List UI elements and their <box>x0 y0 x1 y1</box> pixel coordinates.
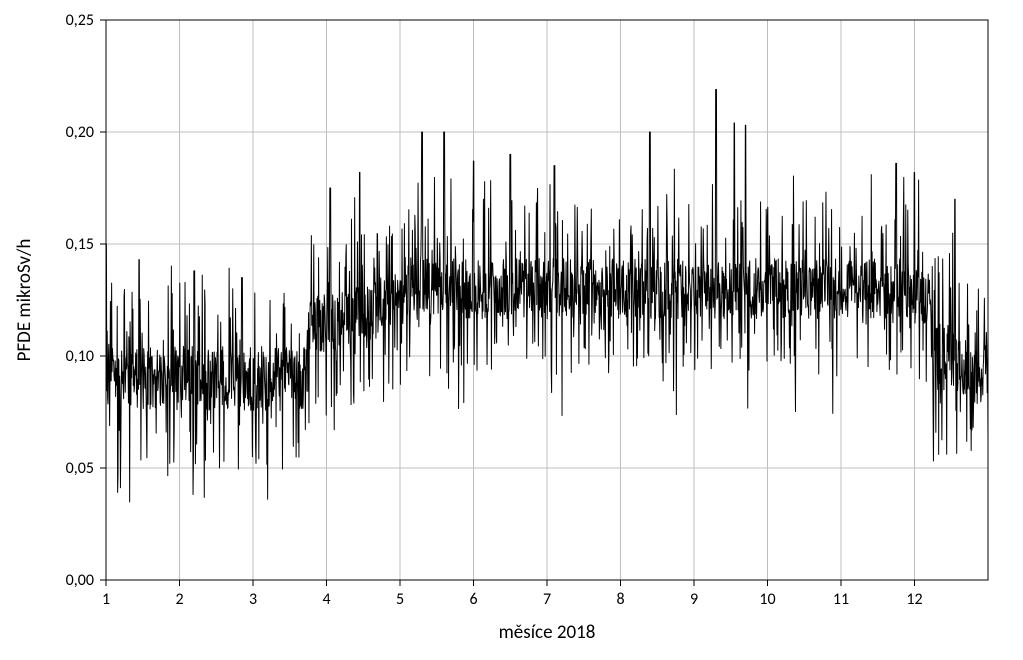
x-tick-label: 1 <box>102 590 110 609</box>
x-tick-label: 12 <box>906 590 922 609</box>
x-tick-label: 2 <box>175 590 183 609</box>
y-tick-label: 0,20 <box>66 123 94 142</box>
x-axis-label: měsíce 2018 <box>499 621 596 644</box>
x-tick-label: 7 <box>543 590 551 609</box>
x-tick-label: 10 <box>759 590 775 609</box>
y-tick-label: 0,25 <box>66 11 94 30</box>
y-tick-label: 0,15 <box>66 235 94 254</box>
x-tick-label: 9 <box>690 590 698 609</box>
y-tick-label: 0,05 <box>66 459 94 478</box>
x-tick-label: 5 <box>396 590 404 609</box>
x-tick-label: 11 <box>833 590 849 609</box>
y-axis-label: PFDE mikroSv/h <box>13 239 36 362</box>
y-tick-label: 0,10 <box>66 347 94 366</box>
x-tick-label: 4 <box>322 590 330 609</box>
x-tick-label: 8 <box>616 590 624 609</box>
x-tick-label: 3 <box>249 590 257 609</box>
chart-container: 0,000,050,100,150,200,25123456789101112P… <box>0 0 1023 660</box>
x-tick-label: 6 <box>469 590 477 609</box>
timeseries-chart: 0,000,050,100,150,200,25123456789101112P… <box>0 0 1023 660</box>
y-tick-label: 0,00 <box>66 571 94 590</box>
